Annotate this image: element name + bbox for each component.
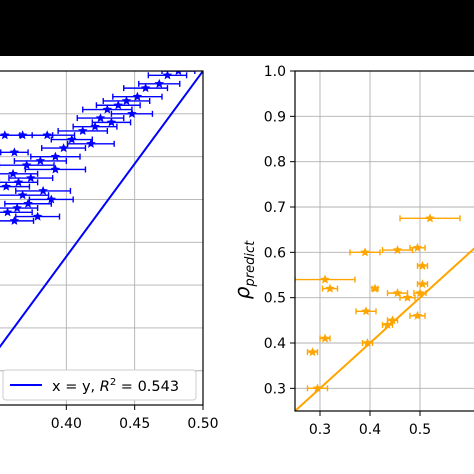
data-point-star [132,91,143,101]
data-point-star [32,211,43,221]
data-point-star [370,283,380,293]
data-point-star [12,203,22,213]
data-point-star [412,310,423,320]
data-point-star [392,245,403,255]
data-point-star [26,173,36,183]
legend-r2-sup: 2 [110,377,116,388]
y-tick-label: 0.8 [264,155,286,171]
left-grid [0,71,204,405]
right-axes-frame [294,70,474,412]
ylabel-subscript: predict [243,240,258,288]
right-plot-area [295,213,474,411]
x-tick-label: 0.45 [119,416,150,432]
data-point-star [162,71,173,80]
left-plot-area [0,71,203,349]
x-tick-label: 0.3 [309,422,331,438]
data-point-star [9,215,20,225]
data-point-star [140,83,151,93]
right-y-axis-label: ρpredict [230,240,258,299]
data-point-star [382,319,393,329]
data-point-star [121,95,132,106]
data-point-star [154,78,165,88]
data-point-star [86,138,96,148]
data-point-star [320,333,330,343]
right-grid [295,71,474,411]
data-point-star [175,71,182,76]
data-point-star [35,155,46,165]
legend-r2-value: = 0.543 [116,379,179,395]
x-tick-label: 0.4 [359,422,381,438]
data-point-star [425,213,435,223]
data-point-star [106,117,117,127]
data-point-star [46,194,57,204]
left-axes-frame [0,70,204,406]
data-point-star [360,247,370,257]
data-point-star [412,242,423,252]
header-bar [0,0,474,56]
legend-r2-label: R [100,379,110,395]
data-point-star [387,315,398,325]
data-point-star [67,134,77,144]
data-point-star [362,338,373,348]
right-chart: 0.3 0.4 0.5 0.3 0.4 0.5 0.6 0.7 0.8 0.9 1.0 ρpredi… [230,64,474,438]
data-point-star [58,143,69,153]
x-tick-label: 0.50 [187,416,218,432]
data-point-star [402,292,413,302]
y-tick-label: 0.3 [264,381,286,397]
x-tick-label: 0.5 [409,422,431,438]
identity-line [295,247,474,411]
data-point-star [50,151,61,161]
data-point-star [417,279,428,289]
data-point-star [23,198,33,208]
left-x-ticks: 0.40 0.45 0.50 [51,405,219,432]
y-tick-label: 0.7 [264,200,286,216]
data-point-star [9,147,20,157]
left-legend: x = y, R2 = 0.543 [2,369,197,401]
data-point-star [90,121,100,131]
data-point-star [13,177,24,187]
data-point-star [102,104,113,114]
data-point-star [417,260,428,270]
data-point-star [320,274,330,284]
y-tick-label: 1.0 [264,64,286,80]
right-ticks: 0.3 0.4 0.5 0.3 0.4 0.5 0.6 0.7 0.8 0.9 1.0 [264,64,431,438]
data-point-star [95,113,106,123]
y-tick-label: 0.4 [264,336,286,352]
data-point-star [325,283,335,293]
data-point-star [0,130,10,140]
data-point-star [38,185,48,195]
y-tick-label: 0.5 [264,291,286,307]
data-point-star [1,181,11,191]
y-tick-label: 0.9 [264,109,286,125]
legend-entry: x = y, R2 = 0.543 [52,377,179,395]
data-point-star [50,164,61,174]
data-point-star [392,288,403,298]
data-point-star [113,100,124,110]
data-point-star [77,125,88,135]
y-tick-label: 0.6 [264,245,286,261]
data-point-star [17,190,28,200]
identity-line [0,71,203,349]
x-tick-label: 0.40 [51,416,82,432]
data-point-star [127,108,137,118]
data-point-star [307,347,318,357]
left-chart: 0.40 0.45 0.50 x = y, R2 = 0.543 [0,70,219,432]
data-point-star [2,207,13,217]
data-point-star [21,160,32,170]
data-point-star [8,168,18,178]
legend-box [2,369,197,401]
legend-line-text: x = y, [52,379,100,395]
data-point-star [361,306,371,316]
ylabel-rho: ρ [230,286,254,299]
data-point-star [312,383,323,393]
